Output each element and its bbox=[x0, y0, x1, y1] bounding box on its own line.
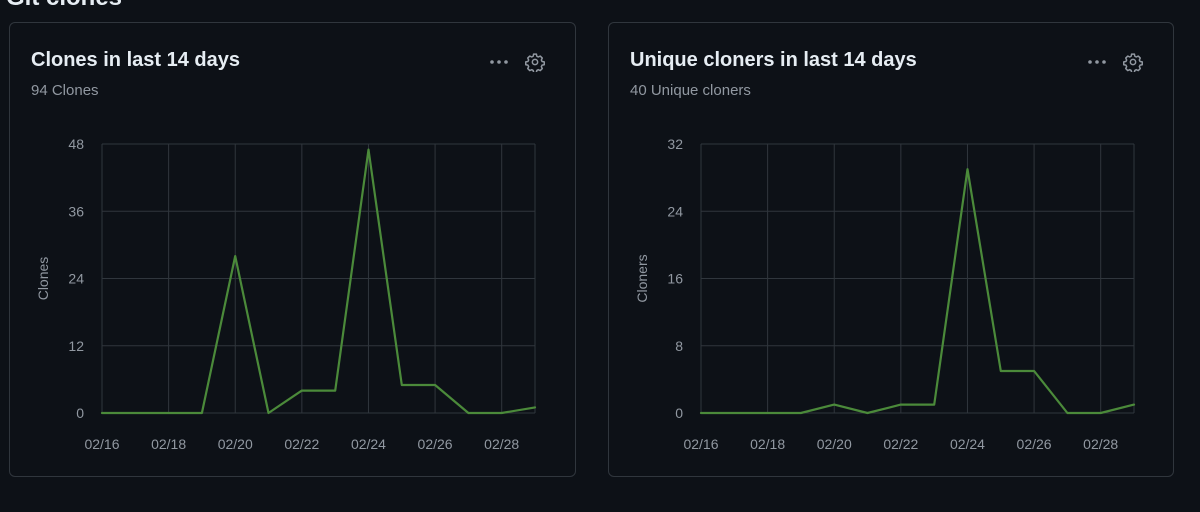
clones-chart: 0 12 24 36 48 02/16 02/18 02/20 02/22 02/24 02/26 0… bbox=[35, 136, 537, 452]
clones-panel: Clones in last 14 days 94 Clones 0 12 24 36… bbox=[9, 22, 576, 477]
clones-panel-title: Clones in last 14 days bbox=[31, 49, 240, 71]
x-tick-label: 02/22 bbox=[883, 436, 918, 452]
y-axis-label: Clones bbox=[35, 257, 51, 301]
y-tick-label: 48 bbox=[68, 136, 84, 152]
y-tick-label: 0 bbox=[675, 405, 683, 421]
section-heading: Git clones bbox=[6, 0, 122, 12]
clones-count: 94 Clones bbox=[31, 82, 99, 99]
x-tick-label: 02/18 bbox=[151, 436, 186, 452]
x-tick-label: 02/24 bbox=[950, 436, 985, 452]
x-tick-label: 02/16 bbox=[84, 436, 119, 452]
x-tick-label: 02/20 bbox=[218, 436, 253, 452]
y-tick-label: 16 bbox=[667, 271, 683, 287]
x-tick-label: 02/24 bbox=[351, 436, 386, 452]
unique-cloners-panel-actions bbox=[1086, 51, 1144, 73]
unique-cloners-panel: Unique cloners in last 14 days 40 Unique… bbox=[608, 22, 1174, 477]
y-tick-label: 32 bbox=[667, 136, 683, 152]
y-tick-label: 0 bbox=[76, 405, 84, 421]
kebab-horizontal-icon[interactable] bbox=[488, 51, 510, 73]
gear-icon[interactable] bbox=[524, 51, 546, 73]
x-tick-label: 02/16 bbox=[683, 436, 718, 452]
y-tick-label: 12 bbox=[68, 338, 84, 354]
y-tick-label: 24 bbox=[667, 203, 683, 219]
y-tick-label: 8 bbox=[675, 338, 683, 354]
unique-cloners-count: 40 Unique cloners bbox=[630, 82, 751, 99]
clones-panel-actions bbox=[488, 51, 546, 73]
unique-cloners-chart: 0 8 16 24 32 02/16 02/18 02/20 02/22 02/24 02/26 02… bbox=[634, 136, 1136, 452]
y-tick-label: 36 bbox=[68, 203, 84, 219]
x-tick-label: 02/26 bbox=[1017, 436, 1052, 452]
x-tick-label: 02/28 bbox=[484, 436, 519, 452]
x-tick-label: 02/20 bbox=[817, 436, 852, 452]
unique-cloners-panel-title: Unique cloners in last 14 days bbox=[630, 49, 917, 71]
kebab-horizontal-icon[interactable] bbox=[1086, 51, 1108, 73]
x-tick-label: 02/22 bbox=[284, 436, 319, 452]
gear-icon[interactable] bbox=[1122, 51, 1144, 73]
x-tick-label: 02/18 bbox=[750, 436, 785, 452]
x-tick-label: 02/26 bbox=[418, 436, 453, 452]
series-line bbox=[100, 148, 537, 415]
y-tick-label: 24 bbox=[68, 271, 84, 287]
series-line bbox=[699, 168, 1136, 415]
x-tick-label: 02/28 bbox=[1083, 436, 1118, 452]
y-axis-label: Cloners bbox=[634, 254, 650, 302]
